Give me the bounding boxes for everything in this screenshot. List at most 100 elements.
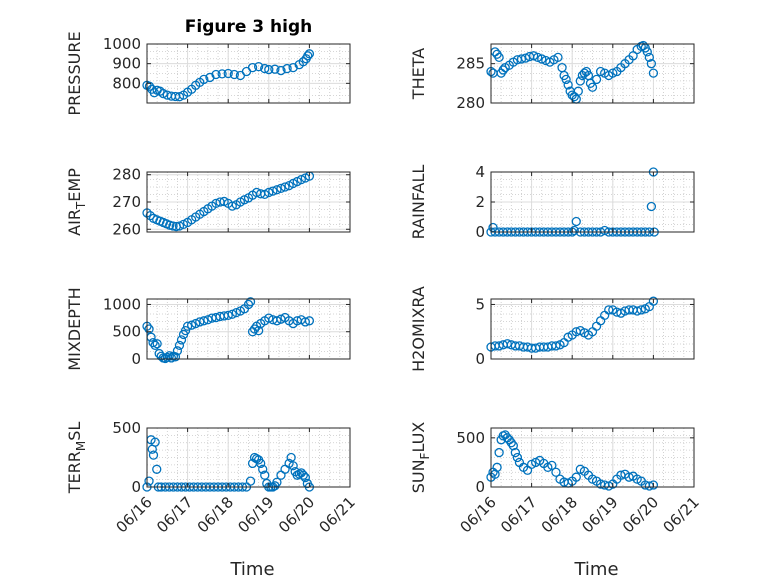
- data-point: [512, 452, 523, 463]
- data-point: [150, 437, 160, 447]
- data-point: [144, 476, 154, 486]
- data-point: [258, 464, 268, 474]
- axes-frame: [146, 298, 351, 360]
- data-point: [245, 297, 256, 307]
- data-point: [553, 52, 563, 63]
- data-point: [264, 313, 274, 323]
- x-tick-label: 06/17: [153, 493, 196, 536]
- axes-frame: [490, 427, 695, 488]
- y-axis-label: PRESSURE: [65, 31, 84, 115]
- y-tick-label: 0: [475, 478, 485, 496]
- y-tick-label: 0: [475, 350, 485, 368]
- data-point: [595, 66, 606, 77]
- y-tick-label: 260: [112, 220, 141, 238]
- data-point: [182, 321, 193, 331]
- data-point: [638, 40, 648, 51]
- y-axis-label-subscript: M: [74, 441, 88, 451]
- data-point: [636, 305, 646, 315]
- subplot-rainfall: 0 2 4 RAINFALL: [409, 163, 695, 241]
- data-point: [520, 53, 531, 63]
- data-point: [648, 480, 659, 490]
- data-point: [272, 185, 282, 195]
- y-tick-label: 800: [112, 74, 141, 92]
- x-tick-label: 06/16: [113, 493, 156, 536]
- data-point: [537, 54, 547, 64]
- data-point: [203, 315, 213, 325]
- axes-frame: [146, 427, 351, 488]
- subplot-air-temp: 260 270 280 AIRTEMP: [65, 166, 351, 238]
- data-point: [547, 460, 557, 471]
- data-point: [494, 341, 504, 351]
- data-point: [260, 63, 270, 74]
- data-point: [510, 447, 521, 458]
- data-point: [298, 470, 308, 480]
- data-point: [268, 186, 278, 196]
- x-tick-label: 06/16: [457, 493, 500, 536]
- data-point: [199, 316, 209, 326]
- data-point: [646, 201, 657, 212]
- subplot-mixdepth: 0 500 1000 MIXDEPTH: [65, 287, 351, 371]
- data-point: [229, 69, 239, 80]
- data-point: [168, 221, 178, 231]
- y-tick-label: 285: [456, 55, 485, 73]
- data-point: [608, 68, 618, 78]
- data-point: [174, 340, 185, 351]
- data-point: [563, 80, 573, 90]
- data-point: [144, 81, 155, 91]
- data-point: [642, 47, 652, 57]
- y-axis-label-part: SL: [65, 422, 84, 441]
- data-point: [644, 52, 654, 63]
- data-point: [561, 74, 571, 85]
- y-tick-label: 500: [112, 323, 141, 341]
- y-axis-label: RAINFALL: [409, 165, 428, 240]
- data-point: [533, 52, 543, 63]
- data-point: [164, 351, 174, 361]
- data-point: [195, 317, 205, 327]
- x-axis-label: Time: [229, 559, 274, 580]
- data-point: [176, 335, 187, 345]
- axes-frame: [490, 43, 695, 104]
- data-point: [223, 310, 233, 321]
- data-point: [191, 318, 201, 329]
- data-point: [303, 51, 313, 61]
- y-tick-label: 1000: [103, 295, 141, 313]
- data-point: [272, 477, 282, 487]
- data-point: [158, 88, 168, 99]
- y-axis-label: AIRTEMP: [65, 168, 88, 236]
- data-point: [166, 353, 177, 363]
- data-point: [264, 64, 274, 75]
- data-point: [300, 472, 310, 483]
- y-axis-label: SUNFLUX: [409, 422, 432, 494]
- y-tick-label: 0: [131, 478, 141, 496]
- y-tick-label: 900: [112, 55, 141, 73]
- y-axis-label: TERRMSL: [65, 422, 88, 495]
- data-point: [223, 68, 233, 79]
- y-tick-label: 270: [112, 193, 141, 211]
- data-point: [571, 472, 581, 482]
- data-point: [498, 65, 508, 75]
- data-point: [587, 82, 598, 92]
- data-point: [494, 447, 504, 458]
- data-point: [272, 316, 282, 326]
- x-tick-label: 06/18: [194, 493, 237, 536]
- data-point: [288, 461, 298, 471]
- data-point: [304, 49, 315, 59]
- subplot-title: Figure 3 high: [185, 17, 313, 37]
- y-tick-label: 500: [112, 419, 141, 437]
- axes-frame: [490, 298, 695, 360]
- data-point: [604, 305, 614, 315]
- data-point: [149, 88, 159, 98]
- y-tick-label: 0: [131, 350, 141, 368]
- data-point: [569, 225, 579, 236]
- data-point: [646, 59, 657, 69]
- x-tick-label: 06/17: [497, 493, 540, 536]
- data-point: [571, 216, 581, 227]
- data-point: [249, 324, 260, 334]
- data-point: [243, 299, 254, 310]
- data-point: [211, 69, 221, 80]
- data-point: [551, 341, 561, 351]
- x-tick-label: 06/20: [619, 493, 662, 536]
- data-point: [227, 309, 237, 319]
